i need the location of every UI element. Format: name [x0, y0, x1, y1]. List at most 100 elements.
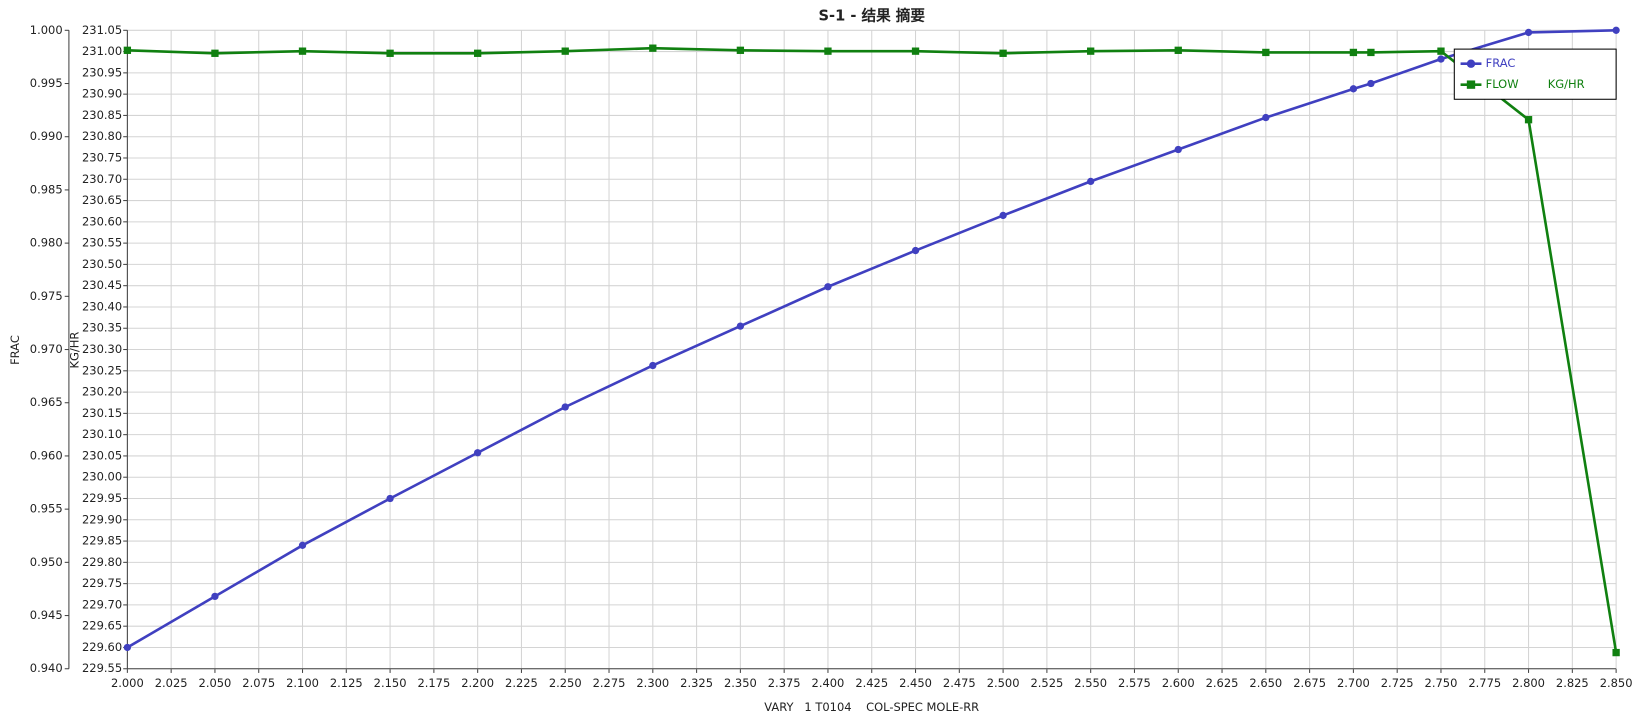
y-tick-label: 0.975: [30, 289, 63, 303]
point: [123, 46, 132, 54]
point: [824, 47, 832, 55]
x-tick-label: 2.150: [374, 676, 407, 690]
x-tick-label: 2.350: [724, 676, 757, 690]
y2-tick-label: 231.05: [82, 23, 122, 37]
point: [1437, 47, 1445, 55]
point: [911, 47, 920, 55]
x-tick-label: 2.650: [1249, 676, 1282, 690]
y2-tick-label: 230.15: [82, 406, 122, 420]
legend-marker: [1466, 59, 1476, 68]
y2-tick-label: 230.50: [82, 257, 122, 271]
y2-axis-label: KG/HR: [68, 332, 82, 369]
y2-tick-label: 229.60: [82, 640, 122, 654]
y2-tick-label: 231.00: [82, 44, 122, 58]
x-tick-label: 2.325: [680, 676, 713, 690]
y2-tick-label: 230.20: [82, 385, 122, 399]
x-tick-label: 2.500: [987, 676, 1020, 690]
y2-tick-label: 230.30: [82, 342, 122, 356]
y-tick-label: 0.970: [30, 342, 63, 356]
point: [1262, 48, 1270, 57]
x-tick-label: 2.075: [242, 676, 275, 690]
y-tick-label: 0.950: [30, 555, 63, 569]
y2-tick-label: 230.75: [82, 150, 122, 164]
x-tick-label: 2.625: [1206, 676, 1239, 690]
y2-tick-label: 230.35: [82, 321, 122, 335]
x-tick-label: 2.100: [286, 676, 319, 690]
point: [298, 541, 307, 549]
point: [736, 322, 745, 330]
x-tick-label: 2.025: [155, 676, 188, 690]
point: [911, 246, 920, 255]
x-tick-label: 2.300: [636, 676, 669, 690]
point: [1262, 113, 1270, 122]
x-tick-label: 2.850: [1600, 676, 1633, 690]
point: [1612, 26, 1620, 34]
x-tick-label: 2.475: [943, 676, 976, 690]
y2-tick-label: 230.90: [82, 87, 122, 101]
x-tick-label: 2.000: [111, 676, 144, 690]
point: [474, 449, 482, 457]
point: [474, 49, 482, 57]
y2-tick-label: 229.70: [82, 597, 122, 611]
x-tick-label: 2.675: [1293, 676, 1326, 690]
point: [1174, 145, 1182, 154]
point: [561, 403, 569, 411]
x-tick-label: 2.275: [593, 676, 626, 690]
y2-tick-label: 229.90: [82, 512, 122, 526]
y-tick-label: 0.945: [30, 608, 63, 622]
y2-tick-label: 230.40: [82, 299, 122, 313]
point: [1524, 116, 1533, 124]
point: [1349, 85, 1358, 93]
chart-title: S-1 - 结果 摘要: [819, 7, 926, 25]
point: [824, 283, 832, 291]
point: [211, 49, 219, 57]
x-tick-label: 2.750: [1425, 676, 1458, 690]
point: [386, 49, 394, 57]
y-tick-label: 0.960: [30, 448, 63, 462]
legend: FRAC FLOW KG/HR: [1453, 48, 1617, 100]
legend-label: FLOW KG/HR: [1486, 77, 1585, 91]
y-axis-label: FRAC: [8, 335, 22, 365]
y2-tick-label: 230.65: [82, 193, 122, 207]
legend-label: FRAC: [1486, 56, 1516, 70]
x-tick-label: 2.250: [549, 676, 582, 690]
y2-tick-label: 230.00: [82, 470, 122, 484]
y2-tick-label: 230.80: [82, 129, 122, 143]
x-tick-label: 2.700: [1337, 676, 1370, 690]
y-tick-label: 0.995: [30, 76, 63, 90]
y2-tick-label: 230.95: [82, 65, 122, 79]
point: [561, 47, 569, 55]
y2-tick-label: 230.70: [82, 172, 122, 186]
y2-tick-label: 230.85: [82, 108, 122, 122]
y2-tick-label: 229.75: [82, 576, 122, 590]
point: [1367, 48, 1375, 57]
x-axis-label: VARY 1 T0104 COL-SPEC MOLE-RR: [764, 700, 979, 714]
x-tick-label: 2.225: [505, 676, 538, 690]
point: [736, 46, 745, 54]
y-tick-label: 0.940: [30, 661, 63, 675]
point: [1349, 48, 1358, 57]
point: [999, 49, 1007, 57]
x-tick-label: 2.725: [1381, 676, 1414, 690]
x-tick-label: 2.400: [812, 676, 845, 690]
y-tick-label: 1.000: [30, 23, 63, 37]
point: [649, 361, 657, 370]
x-tick-label: 2.525: [1030, 676, 1063, 690]
x-tick-label: 2.450: [899, 676, 932, 690]
point: [298, 47, 307, 55]
point: [1087, 47, 1095, 55]
x-tick-label: 2.775: [1468, 676, 1501, 690]
x-tick-label: 2.425: [855, 676, 888, 690]
point: [1612, 648, 1620, 657]
x-tick-label: 2.825: [1556, 676, 1589, 690]
point: [211, 592, 219, 601]
point: [1437, 55, 1445, 63]
x-tick-label: 2.125: [330, 676, 363, 690]
x-tick-label: 2.375: [768, 676, 801, 690]
y2-tick-label: 229.55: [82, 661, 122, 675]
x-tick-label: 2.600: [1162, 676, 1195, 690]
point: [1087, 177, 1095, 186]
x-tick-label: 2.575: [1118, 676, 1151, 690]
y2-tick-label: 230.25: [82, 363, 122, 377]
